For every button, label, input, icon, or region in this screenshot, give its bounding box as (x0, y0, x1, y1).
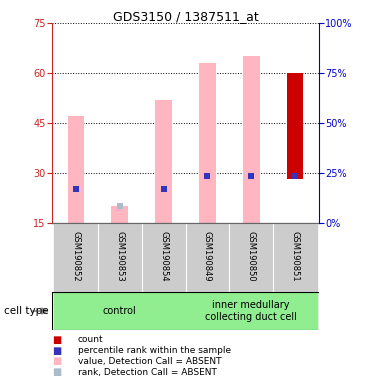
Bar (199, 63, 216, 223)
Text: inner medullary
collecting duct cell: inner medullary collecting duct cell (205, 300, 297, 322)
Bar (68, 116, 84, 223)
Text: GSM190852: GSM190852 (72, 231, 81, 281)
Text: control: control (103, 306, 137, 316)
Bar (155, 99, 172, 223)
Text: ■: ■ (52, 335, 61, 345)
Text: GSM190850: GSM190850 (247, 231, 256, 281)
Text: GSM190854: GSM190854 (159, 231, 168, 281)
Text: GDS3150 / 1387511_at: GDS3150 / 1387511_at (113, 10, 258, 23)
Text: ■: ■ (52, 367, 61, 377)
Bar (112, 206, 128, 223)
Text: cell type: cell type (4, 306, 48, 316)
Text: value, Detection Call = ABSENT: value, Detection Call = ABSENT (78, 357, 221, 366)
Bar (186, 223, 229, 292)
Text: ■: ■ (52, 356, 61, 366)
Bar (54, 292, 186, 330)
Text: percentile rank within the sample: percentile rank within the sample (78, 346, 231, 355)
Bar (186, 292, 317, 330)
Text: ■: ■ (52, 346, 61, 356)
Text: GSM190851: GSM190851 (290, 231, 299, 281)
Bar (98, 223, 142, 292)
Bar (229, 223, 273, 292)
Bar (142, 223, 186, 292)
Bar (273, 223, 317, 292)
Text: GSM190849: GSM190849 (203, 231, 212, 281)
Bar (54, 223, 98, 292)
Bar (243, 56, 259, 223)
Text: rank, Detection Call = ABSENT: rank, Detection Call = ABSENT (78, 367, 217, 377)
Text: count: count (78, 335, 104, 344)
Text: GSM190853: GSM190853 (115, 231, 124, 282)
Bar (287, 73, 303, 179)
